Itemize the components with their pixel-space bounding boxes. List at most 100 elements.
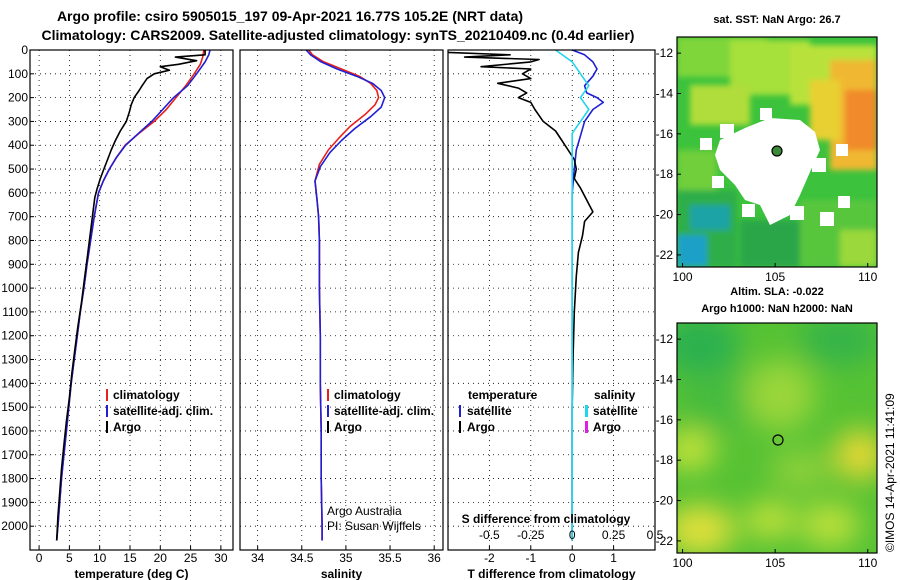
y-tick-label: 0 (21, 43, 28, 57)
y-tick-label: 1700 (1, 448, 28, 462)
secondary-tick-label: -0.25 (517, 528, 545, 542)
secondary-axis-label: S difference from climatology (462, 512, 631, 526)
lat-tick-label: -18 (656, 167, 674, 181)
legend-label-t-argo: Argo (467, 420, 495, 434)
y-tick-label: 400 (8, 138, 28, 152)
x-tick-label: 5 (66, 551, 73, 565)
sst-map: sat. SST: NaN Argo: 26.7 (656, 14, 878, 284)
secondary-tick-label: 0 (569, 528, 576, 542)
x-tick-label: -2 (484, 551, 495, 565)
y-tick-label: 1800 (1, 472, 28, 486)
annotation-line-2: PI: Susan Wijffels (327, 519, 421, 533)
x-tick-label: 34.5 (290, 551, 314, 565)
series-line-satellite-adj-clim- (305, 49, 386, 541)
legend-label-argo: Argo (334, 420, 362, 434)
sla-map: Altim. SLA: -0.022 Argo h1000: NaN h2000… (656, 286, 878, 570)
x-tick-label: 0 (36, 551, 43, 565)
difference-legend: temperature salinity satellite Argo sate… (459, 388, 638, 526)
lat-tick-label: -14 (656, 372, 674, 386)
y-tick-label: 200 (8, 91, 28, 105)
temperature-legend: climatology satellite-adj. clim. Argo (106, 388, 213, 434)
legend-label-climatology: climatology (334, 388, 401, 402)
y-tick-label: 600 (8, 186, 28, 200)
x-axis-label: T difference from climatology (467, 567, 635, 580)
legend-label-satellite: satellite-adj. clim. (113, 404, 213, 418)
y-tick-label: 500 (8, 162, 28, 176)
legend-label-s-argo: Argo (593, 420, 621, 434)
header-line-2: Climatology: CARS2009. Satellite-adjuste… (42, 27, 635, 43)
legend-label-satellite: satellite-adj. clim. (334, 404, 434, 418)
y-tick-label: 1900 (1, 495, 28, 509)
x-tick-label: 35.5 (378, 551, 402, 565)
argo-location-marker (772, 434, 784, 446)
legend-heading-salinity: salinity (594, 388, 636, 402)
salinity-panel: 34 34.5 35 35.5 36 salinity (239, 49, 444, 580)
lat-tick-label: -16 (656, 413, 674, 427)
lat-tick-label: -18 (656, 453, 674, 467)
y-tick-label: 100 (8, 67, 28, 81)
lon-tick-label: 100 (673, 270, 693, 284)
lon-tick-label: 100 (673, 556, 693, 570)
plot-frame (29, 49, 234, 551)
y-tick-label: 2000 (1, 519, 28, 533)
footer-credit: ©IMOS 14-Apr-2021 11:41:09 (883, 393, 897, 552)
lat-tick-label: -12 (656, 46, 674, 60)
x-tick-label: 0 (569, 551, 576, 565)
lat-tick-label: -14 (656, 86, 674, 100)
y-tick-label: 1600 (1, 424, 28, 438)
series-line-s-satellite (555, 49, 590, 541)
secondary-tick-label: -0.5 (479, 528, 500, 542)
legend-label-climatology: climatology (113, 388, 180, 402)
legend-swatch-climatology (106, 389, 108, 401)
lat-tick-label: -16 (656, 127, 674, 141)
lon-tick-label: 105 (765, 556, 785, 570)
x-tick-label: 15 (123, 551, 137, 565)
x-axis-label: salinity (321, 567, 363, 580)
legend-swatch-t-argo (459, 421, 461, 433)
series-line-t-argo (447, 51, 594, 541)
x-tick-label: 10 (93, 551, 107, 565)
plot-frame (239, 49, 444, 551)
x-tick-label: 36 (427, 551, 441, 565)
legend-swatch-climatology (327, 389, 329, 401)
x-tick-label: 1 (610, 551, 617, 565)
legend-swatch-s-satellite (585, 405, 588, 417)
legend-swatch-t-satellite (459, 405, 461, 417)
y-tick-label: 900 (8, 257, 28, 271)
legend-swatch-s-argo (585, 421, 588, 433)
series-line-t-satellite (571, 49, 605, 541)
legend-swatch-argo (327, 421, 329, 433)
annotation-line-1: Argo Australia (327, 504, 402, 518)
y-tick-label: 700 (8, 210, 28, 224)
sla-map-subtitle: Argo h1000: NaN h2000: NaN (701, 303, 853, 315)
y-tick-label: 1500 (1, 400, 28, 414)
plot-frame (447, 49, 656, 551)
lat-tick-label: -12 (656, 332, 674, 346)
legend-swatch-satellite (327, 405, 329, 417)
x-tick-label: 34 (251, 551, 265, 565)
legend-label-argo: Argo (113, 420, 141, 434)
series-line-argo (55, 50, 206, 541)
legend-swatch-argo (106, 421, 108, 433)
legend-label-t-satellite: satellite (467, 404, 512, 418)
lat-tick-label: -22 (656, 534, 674, 548)
lon-tick-label: 105 (765, 270, 785, 284)
secondary-tick-label: 0.25 (602, 528, 626, 542)
x-tick-label: 30 (214, 551, 228, 565)
salinity-legend: climatology satellite-adj. clim. Argo Ar… (327, 388, 434, 533)
lon-tick-label: 110 (858, 270, 877, 284)
sst-map-title: sat. SST: NaN Argo: 26.7 (713, 14, 840, 26)
legend-heading-temperature: temperature (468, 388, 538, 402)
x-axis-label: temperature (deg C) (74, 567, 188, 580)
y-tick-label: 1100 (2, 305, 28, 319)
lon-tick-label: 110 (858, 556, 877, 570)
header-line-1: Argo profile: csiro 5905015_197 09-Apr-2… (57, 8, 523, 24)
y-tick-label: 300 (8, 114, 28, 128)
y-tick-label: 800 (8, 233, 28, 247)
y-tick-label: 1400 (1, 376, 28, 390)
lat-tick-label: -20 (656, 208, 674, 222)
y-tick-label: 1300 (1, 353, 28, 367)
argo-location-marker (771, 145, 783, 157)
